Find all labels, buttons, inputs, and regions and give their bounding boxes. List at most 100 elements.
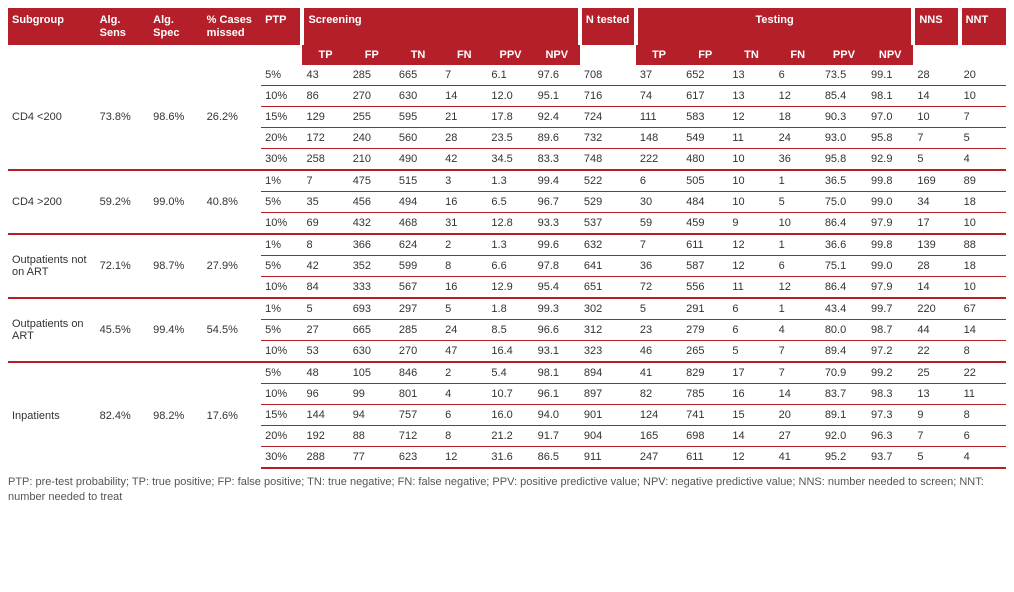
- cell-subgroup: Outpatients not on ART: [8, 234, 96, 298]
- cell-t_tn: 13: [728, 65, 774, 86]
- cell-n: 522: [580, 170, 636, 192]
- cell-s_fn: 42: [441, 149, 487, 171]
- cell-nnt: 88: [960, 234, 1006, 256]
- cell-pct_missed: 54.5%: [203, 298, 261, 362]
- cell-alg_sens: 59.2%: [96, 170, 150, 234]
- cell-t_npv: 99.1: [867, 65, 913, 86]
- cell-ptp: 10%: [261, 86, 302, 107]
- cell-n: 651: [580, 277, 636, 299]
- cell-nns: 14: [913, 86, 959, 107]
- cell-t_fn: 4: [775, 320, 821, 341]
- cell-s_npv: 97.8: [534, 256, 580, 277]
- cell-s_fn: 6: [441, 405, 487, 426]
- hdr-t-npv: NPV: [867, 45, 913, 65]
- cell-ptp: 20%: [261, 426, 302, 447]
- cell-s_fp: 456: [349, 192, 395, 213]
- cell-t_tp: 111: [636, 107, 682, 128]
- cell-t_fp: 617: [682, 86, 728, 107]
- cell-nnt: 10: [960, 213, 1006, 235]
- cell-s_npv: 97.6: [534, 65, 580, 86]
- cell-nns: 220: [913, 298, 959, 320]
- cell-s_ppv: 21.2: [487, 426, 533, 447]
- cell-s_fp: 693: [349, 298, 395, 320]
- cell-s_tp: 129: [302, 107, 348, 128]
- cell-ptp: 30%: [261, 447, 302, 469]
- cell-t_npv: 97.2: [867, 341, 913, 363]
- cell-t_ppv: 83.7: [821, 384, 867, 405]
- cell-s_tn: 560: [395, 128, 441, 149]
- cell-n: 897: [580, 384, 636, 405]
- cell-s_npv: 94.0: [534, 405, 580, 426]
- cell-n: 732: [580, 128, 636, 149]
- cell-t_npv: 99.7: [867, 298, 913, 320]
- cell-t_tn: 16: [728, 384, 774, 405]
- cell-s_npv: 89.6: [534, 128, 580, 149]
- cell-t_ppv: 36.6: [821, 234, 867, 256]
- cell-s_tn: 494: [395, 192, 441, 213]
- cell-s_fp: 285: [349, 65, 395, 86]
- cell-s_fn: 16: [441, 277, 487, 299]
- cell-s_tp: 48: [302, 362, 348, 384]
- cell-n: 641: [580, 256, 636, 277]
- cell-nnt: 7: [960, 107, 1006, 128]
- cell-s_tp: 43: [302, 65, 348, 86]
- cell-s_tp: 8: [302, 234, 348, 256]
- cell-t_tp: 247: [636, 447, 682, 469]
- cell-alg_sens: 82.4%: [96, 362, 150, 468]
- cell-nns: 28: [913, 256, 959, 277]
- cell-t_fp: 556: [682, 277, 728, 299]
- cell-t_npv: 97.9: [867, 277, 913, 299]
- cell-s_tn: 567: [395, 277, 441, 299]
- hdr-s-tp: TP: [302, 45, 348, 65]
- cell-nns: 25: [913, 362, 959, 384]
- cell-t_npv: 98.1: [867, 86, 913, 107]
- cell-s_tn: 599: [395, 256, 441, 277]
- cell-s_ppv: 17.8: [487, 107, 533, 128]
- cell-t_tp: 59: [636, 213, 682, 235]
- cell-t_ppv: 95.8: [821, 149, 867, 171]
- cell-s_fp: 665: [349, 320, 395, 341]
- cell-s_ppv: 23.5: [487, 128, 533, 149]
- cell-t_tp: 37: [636, 65, 682, 86]
- cell-s_fp: 88: [349, 426, 395, 447]
- cell-s_npv: 99.3: [534, 298, 580, 320]
- cell-s_tn: 757: [395, 405, 441, 426]
- cell-t_fn: 20: [775, 405, 821, 426]
- cell-s_ppv: 6.6: [487, 256, 533, 277]
- hdr-t-fp: FP: [682, 45, 728, 65]
- cell-n: 529: [580, 192, 636, 213]
- cell-t_tp: 46: [636, 341, 682, 363]
- cell-s_ppv: 16.0: [487, 405, 533, 426]
- cell-s_fn: 14: [441, 86, 487, 107]
- cell-s_tn: 270: [395, 341, 441, 363]
- cell-n: 911: [580, 447, 636, 469]
- cell-ptp: 5%: [261, 362, 302, 384]
- cell-t_fp: 279: [682, 320, 728, 341]
- hdr-t-tp: TP: [636, 45, 682, 65]
- cell-s_npv: 98.1: [534, 362, 580, 384]
- cell-s_fp: 333: [349, 277, 395, 299]
- cell-t_npv: 99.8: [867, 170, 913, 192]
- cell-t_fn: 7: [775, 362, 821, 384]
- cell-ptp: 5%: [261, 65, 302, 86]
- cell-nns: 28: [913, 65, 959, 86]
- cell-n: 904: [580, 426, 636, 447]
- cell-ptp: 1%: [261, 298, 302, 320]
- cell-nns: 9: [913, 405, 959, 426]
- results-table: Subgroup Alg. Sens Alg. Spec % Cases mis…: [8, 8, 1006, 469]
- cell-subgroup: Outpatients on ART: [8, 298, 96, 362]
- cell-s_ppv: 34.5: [487, 149, 533, 171]
- cell-t_npv: 92.9: [867, 149, 913, 171]
- cell-t_fp: 652: [682, 65, 728, 86]
- cell-t_fn: 41: [775, 447, 821, 469]
- cell-t_fn: 12: [775, 86, 821, 107]
- cell-t_fn: 1: [775, 170, 821, 192]
- cell-s_npv: 93.3: [534, 213, 580, 235]
- table-header: Subgroup Alg. Sens Alg. Spec % Cases mis…: [8, 8, 1006, 65]
- cell-n: 724: [580, 107, 636, 128]
- cell-t_ppv: 70.9: [821, 362, 867, 384]
- cell-s_tn: 712: [395, 426, 441, 447]
- cell-s_tp: 69: [302, 213, 348, 235]
- cell-t_fp: 265: [682, 341, 728, 363]
- hdr-t-tn: TN: [728, 45, 774, 65]
